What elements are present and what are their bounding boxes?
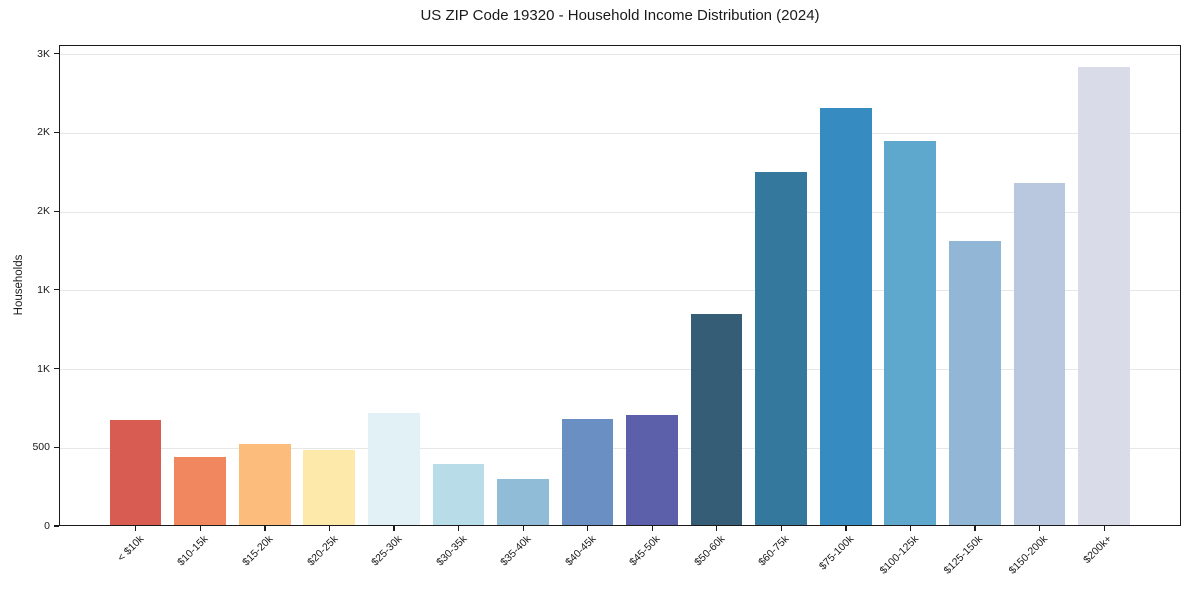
chart-bar bbox=[755, 172, 807, 525]
x-tick-mark bbox=[522, 526, 524, 531]
x-tick-mark bbox=[716, 526, 718, 531]
gridline bbox=[60, 54, 1180, 56]
chart-bar bbox=[1013, 182, 1066, 525]
x-tick-label-text: < $10k bbox=[115, 533, 147, 564]
plot-area bbox=[59, 45, 1181, 526]
x-tick-mark bbox=[974, 526, 976, 531]
chart-bar bbox=[303, 450, 356, 525]
x-tick-mark bbox=[651, 526, 653, 531]
y-tick-mark bbox=[54, 446, 59, 448]
chart-bar bbox=[368, 413, 420, 525]
x-tick-label-text: $40-45k bbox=[562, 533, 599, 569]
chart-bar bbox=[626, 414, 678, 525]
y-tick-label: 500 bbox=[32, 441, 50, 454]
chart-title: US ZIP Code 19320 - Household Income Dis… bbox=[420, 7, 820, 24]
x-tick-label-text: $150-200k bbox=[1006, 533, 1051, 577]
x-tick-mark bbox=[328, 526, 331, 531]
y-tick-label: 3K bbox=[37, 47, 50, 60]
y-tick-mark bbox=[54, 367, 59, 370]
x-tick-label-text: $50-60k bbox=[691, 533, 728, 569]
x-tick-mark bbox=[909, 526, 912, 531]
x-tick-mark bbox=[780, 526, 782, 531]
x-tick-mark bbox=[135, 526, 137, 531]
y-tick-label: 2K bbox=[37, 126, 50, 139]
gridline bbox=[60, 132, 1180, 134]
x-tick-label-text: $100-125k bbox=[877, 533, 921, 577]
x-tick-mark bbox=[393, 526, 395, 531]
chart-bar bbox=[1078, 66, 1130, 525]
y-tick-mark bbox=[54, 53, 59, 55]
x-tick-label-text: $20-25k bbox=[304, 533, 340, 569]
chart-bar bbox=[561, 418, 614, 525]
chart-bar bbox=[819, 107, 872, 525]
y-tick-label: 1K bbox=[37, 362, 50, 375]
chart-bar bbox=[949, 240, 1001, 525]
x-tick-mark bbox=[199, 526, 201, 531]
y-tick-mark bbox=[54, 525, 59, 527]
x-tick-mark bbox=[587, 526, 589, 531]
x-tick-mark bbox=[1039, 526, 1041, 531]
chart-bar bbox=[174, 457, 226, 525]
gridline bbox=[60, 211, 1180, 213]
x-tick-label-text: $45-50k bbox=[627, 533, 663, 569]
y-tick-mark bbox=[54, 210, 59, 212]
x-tick-label-text: $25-30k bbox=[369, 533, 405, 569]
chart-bar bbox=[690, 314, 743, 525]
chart-bar bbox=[884, 140, 937, 525]
x-tick-mark bbox=[845, 526, 847, 531]
y-tick-label: 0 bbox=[44, 520, 50, 532]
x-tick-label-text: $125-150k bbox=[941, 533, 986, 577]
x-tick-label-text: $200k+ bbox=[1081, 533, 1115, 567]
x-tick-label-text: $60-75k bbox=[756, 533, 792, 569]
x-tick-mark bbox=[264, 526, 266, 531]
chart-bar bbox=[109, 419, 162, 525]
x-tick-mark bbox=[1103, 526, 1105, 531]
x-tick-mark bbox=[458, 526, 460, 531]
y-tick-mark bbox=[54, 289, 59, 291]
gridline bbox=[60, 290, 1180, 292]
chart-bar bbox=[238, 443, 291, 525]
x-tick-label-text: $35-40k bbox=[498, 533, 534, 569]
gridline bbox=[60, 369, 1180, 371]
x-tick-label-text: $15-20k bbox=[240, 533, 276, 569]
y-tick-label: 1K bbox=[37, 283, 50, 296]
chart-bar bbox=[497, 479, 549, 525]
gridline bbox=[60, 447, 1180, 449]
x-tick-label-text: $75-100k bbox=[816, 533, 857, 573]
y-tick-mark bbox=[54, 131, 59, 133]
x-tick-label-text: $10-15k bbox=[175, 533, 211, 569]
chart-bar bbox=[432, 463, 485, 525]
y-tick-label: 2K bbox=[37, 205, 50, 218]
x-tick-label-text: $30-35k bbox=[433, 533, 470, 569]
